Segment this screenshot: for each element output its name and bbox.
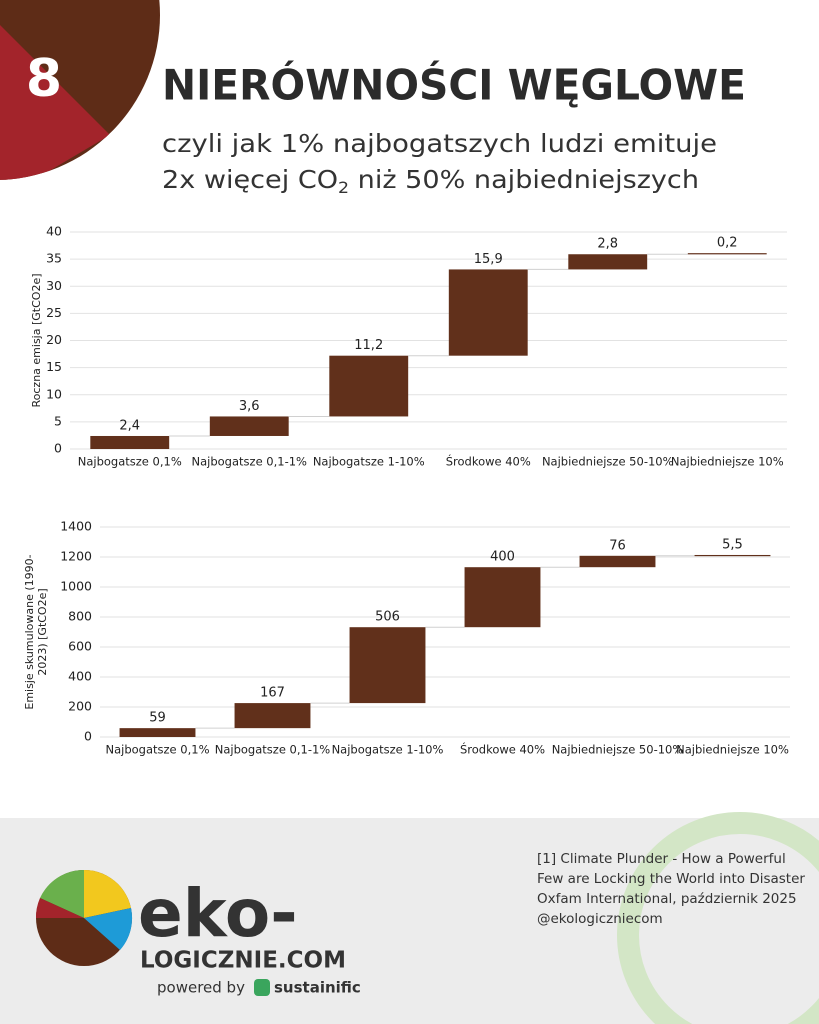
bar (119, 728, 196, 737)
y-axis-label: Roczna emisja [GtCO2e] (30, 274, 43, 408)
value-label: 76 (609, 538, 626, 553)
bar (448, 269, 528, 356)
x-tick-label: Najbogatsze 0,1-1% (215, 743, 331, 757)
value-label: 11,2 (354, 338, 383, 353)
y-tick-label: 35 (46, 251, 62, 266)
value-label: 400 (490, 550, 515, 565)
logo-sub: LOGICZNIE.COM (140, 948, 346, 974)
x-tick-label: Najbogatsze 1-10% (332, 743, 444, 757)
value-label: 3,6 (239, 399, 260, 414)
y-tick-label: 200 (68, 699, 92, 714)
y-tick-label: 600 (68, 639, 92, 654)
source-line: [1] Climate Plunder - How a Powerful (537, 851, 786, 867)
y-tick-label: 10 (46, 386, 62, 401)
x-tick-label: Najbogatsze 1-10% (313, 455, 425, 469)
subtitle: czyli jak 1% najbogatszych ludzi emituje (162, 129, 717, 158)
bar (329, 355, 409, 417)
logo-main: eko- (138, 875, 298, 952)
y-tick-label: 800 (68, 609, 92, 624)
partner-icon (254, 979, 270, 996)
y-tick-label: 25 (46, 305, 62, 320)
x-tick-label: Środkowe 40% (446, 454, 531, 469)
x-tick-label: Środkowe 40% (460, 742, 545, 757)
value-label: 15,9 (474, 252, 503, 267)
source-line: @ekologiczniecom (537, 911, 663, 927)
source-line: Oxfam International, październik 2025 (537, 891, 797, 907)
bar (694, 554, 771, 557)
value-label: 0,2 (717, 236, 738, 251)
y-tick-label: 1200 (60, 549, 92, 564)
value-label: 59 (149, 711, 166, 726)
powered-by: powered by (157, 979, 245, 997)
y-axis-label: 2023) [GtCO2e] (36, 588, 49, 675)
y-tick-label: 1000 (60, 579, 92, 594)
bar (568, 254, 648, 270)
y-tick-label: 15 (46, 359, 62, 374)
footer-band (0, 818, 819, 1024)
y-tick-label: 20 (46, 332, 62, 347)
decor-ring (617, 812, 819, 1024)
x-tick-label: Najbiedniejsze 10% (676, 743, 789, 757)
x-tick-label: Najbiedniejsze 50-10% (542, 455, 674, 469)
partner: sustainific (274, 979, 361, 997)
title: NIERÓWNOŚCI WĘGLOWE (162, 60, 746, 110)
bar (579, 555, 656, 568)
bar (687, 253, 767, 255)
y-tick-label: 400 (68, 669, 92, 684)
value-label: 506 (375, 610, 400, 625)
value-label: 5,5 (722, 537, 743, 552)
x-tick-label: Najbiedniejsze 50-10% (552, 743, 684, 757)
bar (90, 435, 170, 449)
bar (464, 567, 541, 628)
y-tick-label: 40 (46, 224, 62, 239)
bar (234, 703, 311, 729)
y-axis-label: Emisje skumulowane (1990- (23, 554, 36, 709)
value-label: 167 (260, 686, 285, 701)
bar (349, 627, 426, 704)
value-label: 2,8 (597, 237, 618, 252)
y-tick-label: 0 (84, 729, 92, 744)
subscript: 2 (338, 178, 349, 197)
subtitle-part: niż 50% najbiedniejszych (349, 165, 699, 194)
y-tick-label: 1400 (60, 519, 92, 534)
subtitle-part: 2x więcej CO (162, 165, 338, 194)
bar (209, 416, 289, 436)
subtitle: 2x więcej CO 2 niż 50% najbiedniejszych (162, 165, 699, 197)
y-tick-label: 5 (54, 413, 62, 428)
logo-icon (35, 869, 133, 966)
source-line: Few are Locking the World into Disaster (537, 871, 805, 887)
value-label: 2,4 (119, 418, 140, 433)
x-tick-label: Najbogatsze 0,1% (78, 455, 182, 469)
x-tick-label: Najbiedniejsze 10% (671, 455, 784, 469)
y-tick-label: 0 (54, 441, 62, 456)
x-tick-label: Najbogatsze 0,1% (105, 743, 209, 757)
y-tick-label: 30 (46, 278, 62, 293)
section-number: 8 (26, 49, 62, 109)
x-tick-label: Najbogatsze 0,1-1% (192, 455, 308, 469)
